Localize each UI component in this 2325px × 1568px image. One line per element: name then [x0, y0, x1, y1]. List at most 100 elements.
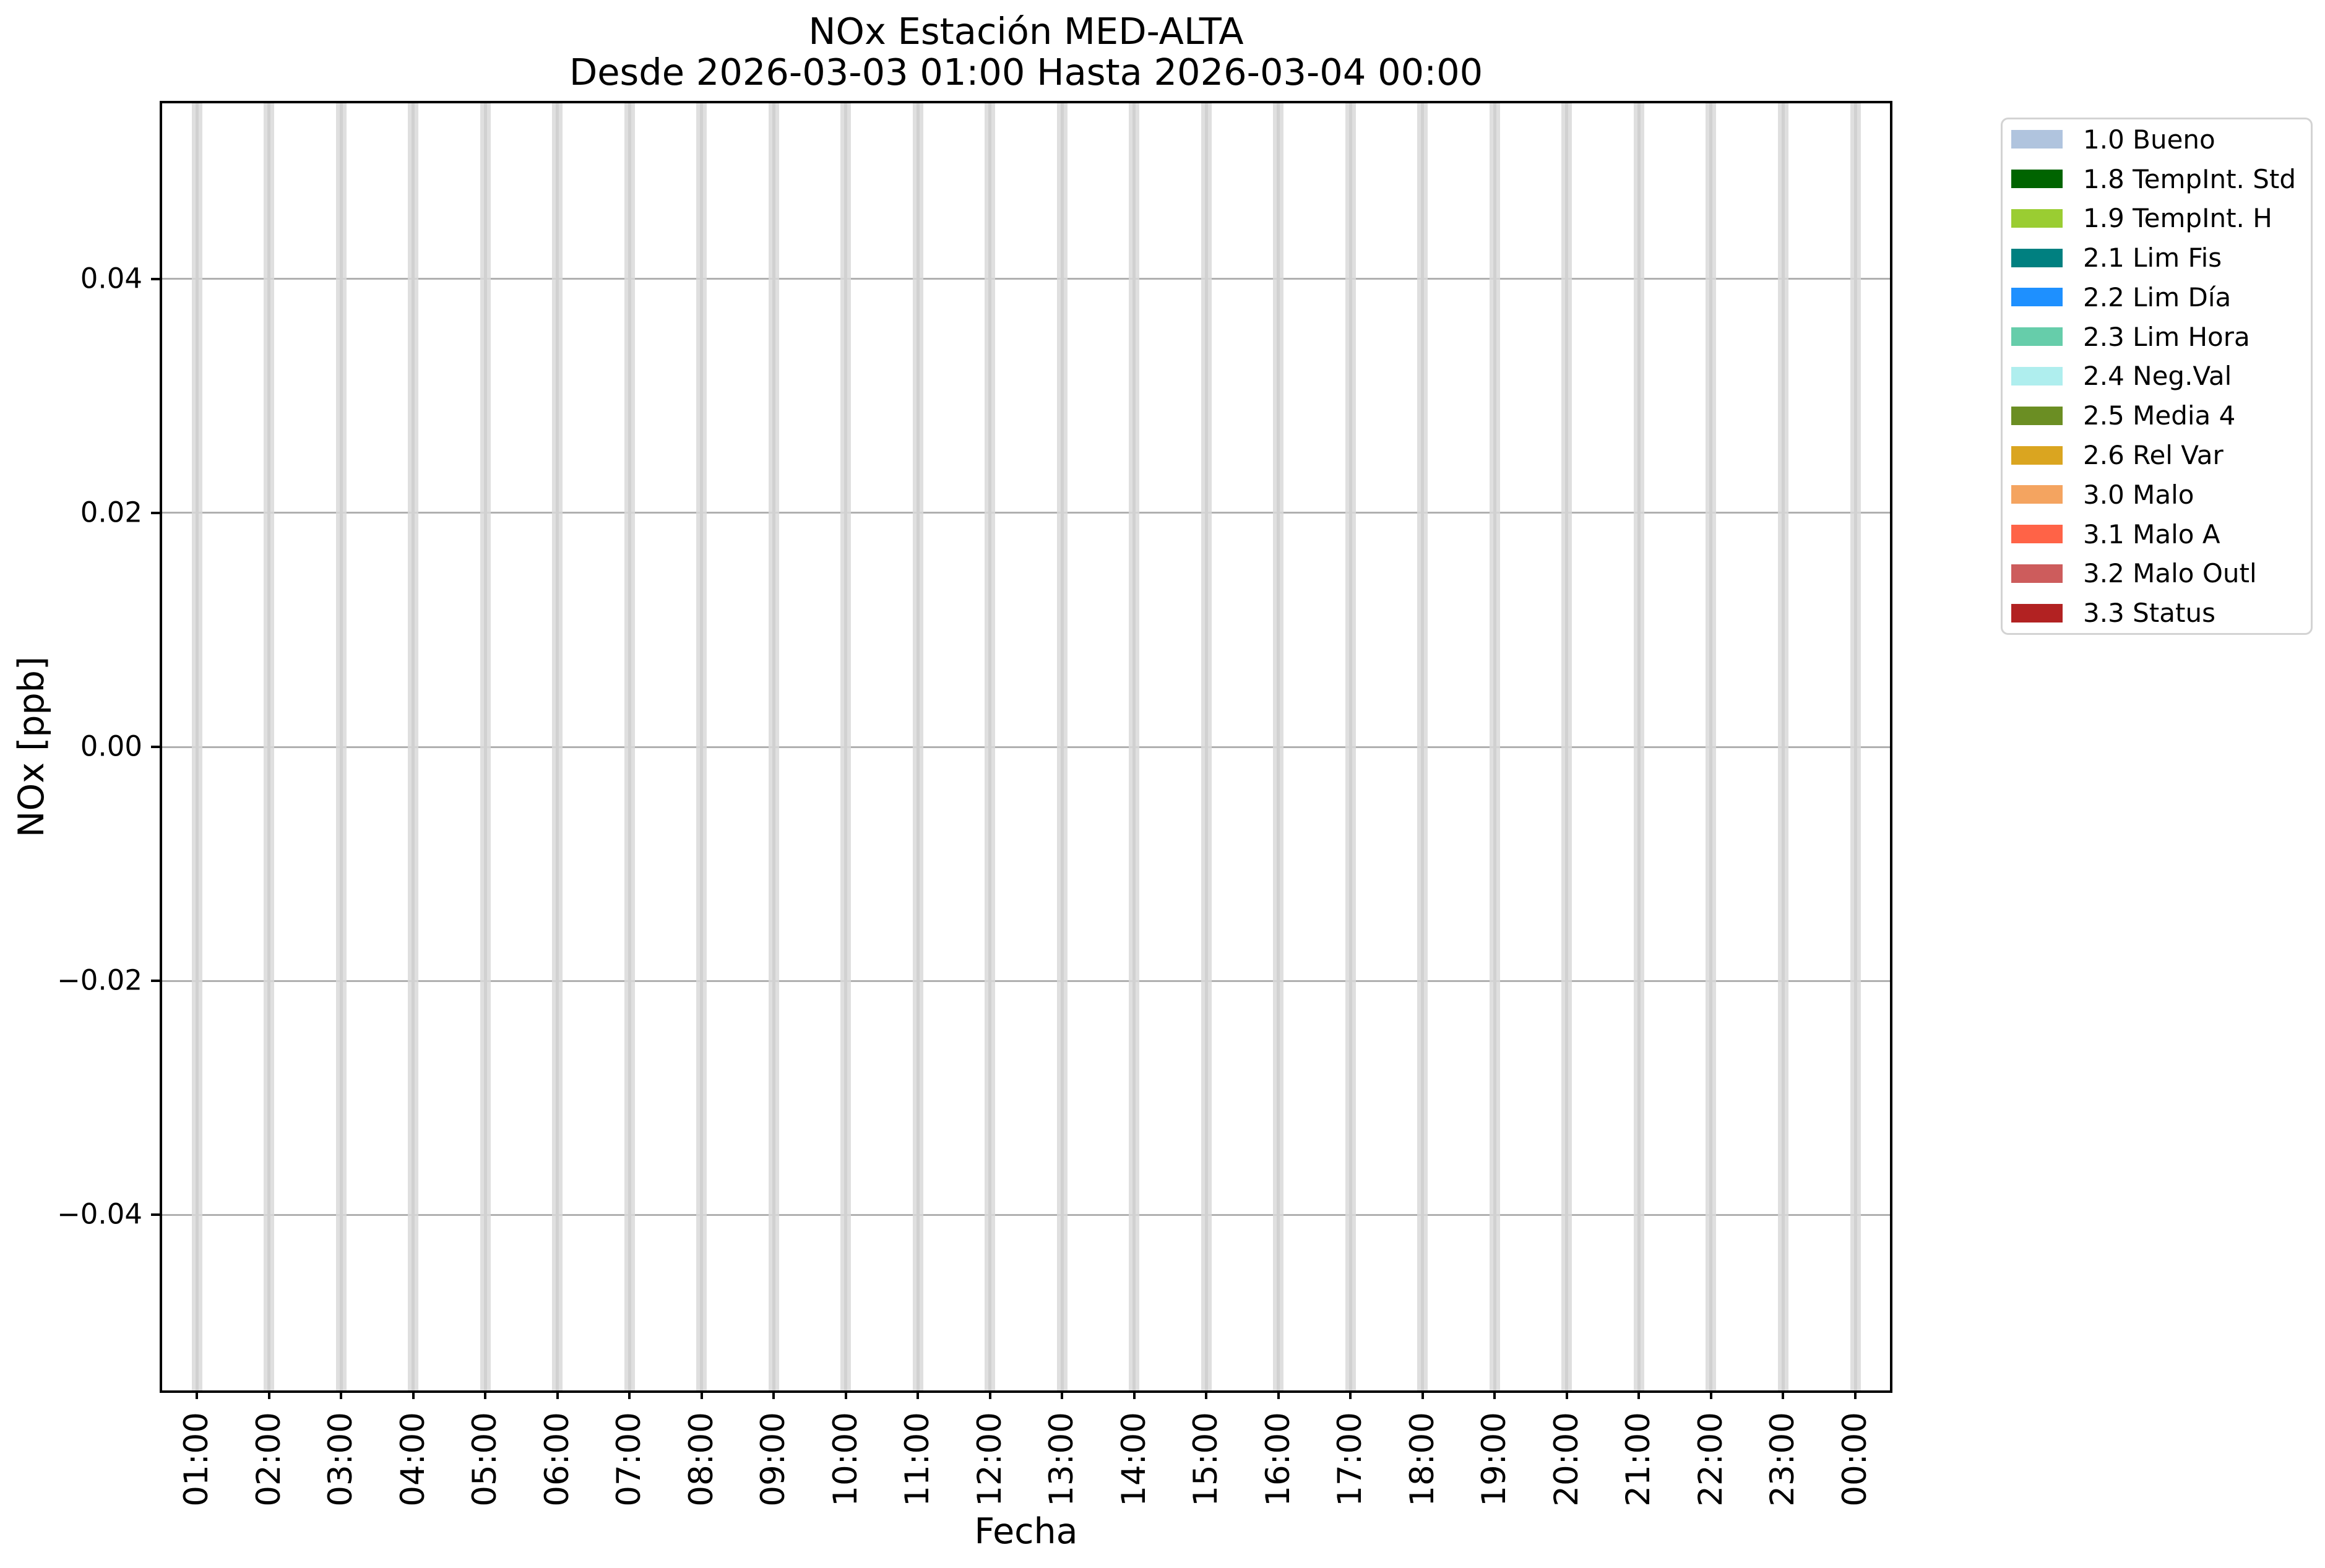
hour-bar: [1201, 103, 1212, 1390]
x-tick-label: 02:00: [249, 1412, 288, 1507]
x-tick-mark: [196, 1390, 198, 1399]
y-tick-label: −0.02: [57, 963, 142, 997]
x-tick-label: 04:00: [394, 1412, 432, 1507]
legend-color-swatch: [2011, 327, 2063, 347]
legend-item-label: 2.6 Rel Var: [2083, 440, 2224, 471]
legend-color-swatch: [2011, 485, 2063, 504]
hour-bar: [1417, 103, 1428, 1390]
hour-bar: [1777, 103, 1788, 1390]
hour-bar: [1706, 103, 1717, 1390]
hour-bar: [1129, 103, 1140, 1390]
legend-color-swatch: [2011, 446, 2063, 465]
x-tick-label: 19:00: [1475, 1412, 1514, 1507]
x-tick-mark: [1061, 1390, 1064, 1399]
legend-item-label: 3.1 Malo A: [2083, 519, 2220, 549]
y-tick-mark: [151, 746, 160, 748]
legend-item-label: 1.0 Bueno: [2083, 124, 2215, 155]
x-axis-label: Fecha: [974, 1511, 1078, 1552]
legend-item: 2.3 Lim Hora: [2003, 317, 2311, 356]
hour-bar: [1273, 103, 1284, 1390]
x-tick-label: 00:00: [1836, 1412, 1874, 1507]
hour-bar: [264, 103, 275, 1390]
x-tick-label: 09:00: [754, 1412, 793, 1507]
x-tick-mark: [1782, 1390, 1785, 1399]
legend-color-swatch: [2011, 603, 2063, 622]
x-tick-mark: [412, 1390, 415, 1399]
y-tick-label: 0.00: [80, 730, 142, 763]
legend-item: 3.1 Malo A: [2003, 515, 2311, 554]
x-tick-mark: [267, 1390, 270, 1399]
x-tick-mark: [988, 1390, 991, 1399]
legend-color-swatch: [2011, 130, 2063, 149]
x-tick-label: 23:00: [1764, 1412, 1802, 1507]
x-tick-mark: [700, 1390, 703, 1399]
legend-item-label: 2.2 Lim Día: [2083, 282, 2232, 312]
x-tick-label: 05:00: [466, 1412, 504, 1507]
chart-title: NOx Estación MED-ALTA: [808, 10, 1244, 53]
hour-bar: [1561, 103, 1572, 1390]
x-tick-label: 18:00: [1403, 1412, 1441, 1507]
x-tick-label: 11:00: [899, 1412, 937, 1507]
legend-color-swatch: [2011, 366, 2063, 386]
chart-subtitle: Desde 2026-03-03 01:00 Hasta 2026-03-04 …: [569, 51, 1483, 93]
legend-item-label: 3.2 Malo Outl: [2083, 558, 2257, 589]
legend-color-swatch: [2011, 209, 2063, 228]
x-tick-label: 21:00: [1620, 1412, 1658, 1507]
x-tick-label: 14:00: [1115, 1412, 1153, 1507]
x-tick-mark: [1709, 1390, 1712, 1399]
x-tick-mark: [340, 1390, 343, 1399]
y-tick-label: −0.04: [57, 1197, 142, 1231]
x-tick-label: 15:00: [1187, 1412, 1225, 1507]
legend: 1.0 Bueno 1.8 TempInt. Std 1.9 TempInt. H 2…: [2001, 118, 2313, 635]
legend-color-swatch: [2011, 564, 2063, 583]
x-tick-label: 12:00: [970, 1412, 1009, 1507]
y-tick-mark: [151, 1213, 160, 1217]
legend-color-swatch: [2011, 170, 2063, 189]
x-tick-mark: [556, 1390, 559, 1399]
legend-color-swatch: [2011, 525, 2063, 544]
legend-item: 2.4 Neg.Val: [2003, 356, 2311, 395]
x-tick-label: 22:00: [1691, 1412, 1730, 1507]
hour-bar: [696, 103, 707, 1390]
legend-item: 3.3 Status: [2003, 593, 2311, 632]
hour-bar: [1345, 103, 1356, 1390]
x-tick-label: 20:00: [1547, 1412, 1585, 1507]
y-tick-mark: [151, 511, 160, 514]
hour-bar: [1633, 103, 1644, 1390]
hour-bar: [912, 103, 923, 1390]
hour-bar: [985, 103, 996, 1390]
y-gridline: [162, 980, 1890, 982]
y-tick-mark: [151, 277, 160, 280]
x-tick-mark: [772, 1390, 775, 1399]
hour-bar: [1489, 103, 1500, 1390]
y-tick-label: 0.04: [80, 262, 142, 295]
legend-item: 2.1 Lim Fis: [2003, 238, 2311, 277]
x-tick-mark: [484, 1390, 487, 1399]
y-gridline: [162, 278, 1890, 280]
hour-bar: [480, 103, 491, 1390]
x-tick-label: 03:00: [322, 1412, 360, 1507]
y-gridline: [162, 746, 1890, 748]
y-gridline: [162, 1213, 1890, 1216]
legend-item-label: 3.0 Malo: [2083, 479, 2194, 510]
hour-bar: [191, 103, 202, 1390]
hour-bar: [840, 103, 852, 1390]
x-tick-mark: [1277, 1390, 1280, 1399]
x-tick-mark: [917, 1390, 920, 1399]
chart-title-block: NOx Estación MED-ALTA Desde 2026-03-03 0…: [160, 11, 1892, 93]
x-tick-label: 08:00: [682, 1412, 720, 1507]
legend-item-label: 2.4 Neg.Val: [2083, 361, 2232, 392]
x-tick-label: 17:00: [1331, 1412, 1370, 1507]
legend-item-label: 3.3 Status: [2083, 598, 2215, 629]
x-tick-mark: [1565, 1390, 1568, 1399]
hour-bar: [768, 103, 779, 1390]
x-tick-mark: [1205, 1390, 1208, 1399]
x-tick-mark: [1349, 1390, 1352, 1399]
x-tick-mark: [1132, 1390, 1136, 1399]
legend-item: 2.6 Rel Var: [2003, 436, 2311, 475]
hour-bar: [624, 103, 635, 1390]
x-tick-label: 07:00: [610, 1412, 649, 1507]
legend-item-label: 2.1 Lim Fis: [2083, 243, 2222, 274]
legend-item: 3.0 Malo: [2003, 475, 2311, 514]
